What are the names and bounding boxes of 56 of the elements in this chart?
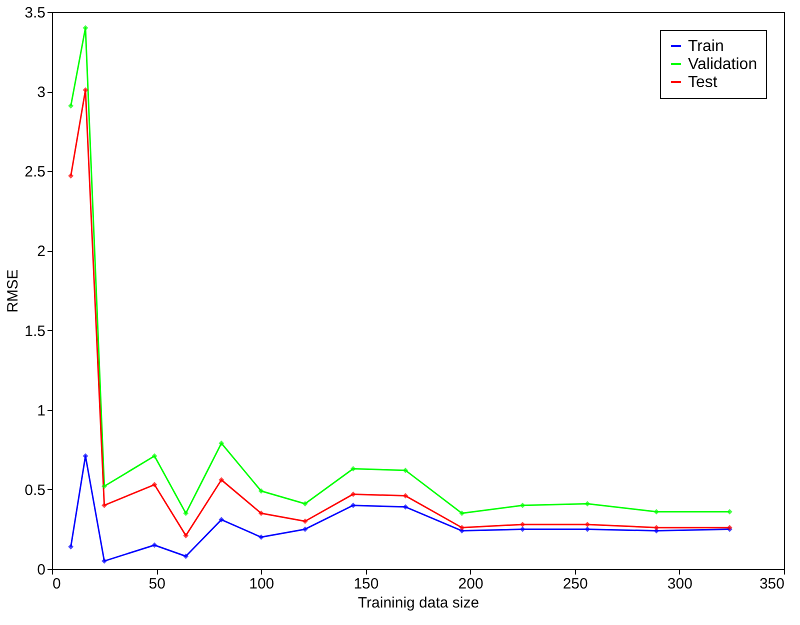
point	[459, 524, 465, 530]
point	[183, 532, 189, 538]
y-tick-label: 3.5	[24, 4, 46, 22]
point	[218, 440, 224, 446]
x-tick-label: 150	[354, 576, 379, 592]
point	[402, 504, 408, 510]
y-tick-label: 2	[37, 243, 46, 260]
point	[302, 518, 308, 524]
point	[402, 468, 408, 474]
point	[402, 493, 408, 499]
x-tick-label: 250	[562, 576, 588, 592]
point	[258, 534, 264, 540]
point	[302, 501, 308, 506]
point	[350, 466, 356, 472]
y-axis-title: RMSE	[4, 269, 22, 313]
point	[68, 544, 74, 550]
point	[302, 526, 308, 532]
x-tick-label: 200	[458, 576, 484, 592]
point	[82, 87, 88, 93]
y-tick-label: 3	[37, 84, 46, 102]
y-tick-label: 1	[37, 402, 46, 420]
point	[218, 477, 224, 483]
point	[102, 484, 108, 489]
point	[258, 488, 264, 494]
point	[584, 501, 590, 506]
point	[350, 502, 356, 508]
legend-label: Train	[688, 38, 724, 55]
point	[459, 510, 465, 516]
x-tick-label: 300	[667, 576, 692, 592]
point	[258, 510, 264, 516]
point	[654, 524, 660, 530]
point	[152, 482, 158, 488]
point	[152, 542, 158, 548]
legend-label: Test	[688, 74, 718, 91]
point	[183, 510, 189, 516]
point	[102, 502, 108, 508]
x-tick-label: 0	[52, 576, 61, 592]
point	[152, 453, 158, 459]
x-tick-label: 350	[759, 576, 784, 592]
point	[350, 491, 356, 497]
point	[520, 522, 526, 528]
point	[520, 502, 526, 508]
y-tick-label: 0	[37, 562, 46, 578]
point	[68, 103, 74, 109]
point	[218, 516, 224, 522]
x-tick-label: 100	[249, 576, 274, 592]
y-tick-label: 2.5	[24, 164, 46, 181]
point	[68, 173, 74, 179]
point	[183, 554, 189, 560]
point	[584, 522, 590, 528]
x-axis-title: Traininig data size	[358, 594, 480, 612]
point	[102, 558, 108, 564]
x-tick-label: 50	[148, 576, 166, 592]
y-tick-label: 1.5	[24, 322, 46, 340]
y-tick-label: 0.5	[24, 482, 46, 499]
legend-label: Validation	[688, 56, 758, 73]
